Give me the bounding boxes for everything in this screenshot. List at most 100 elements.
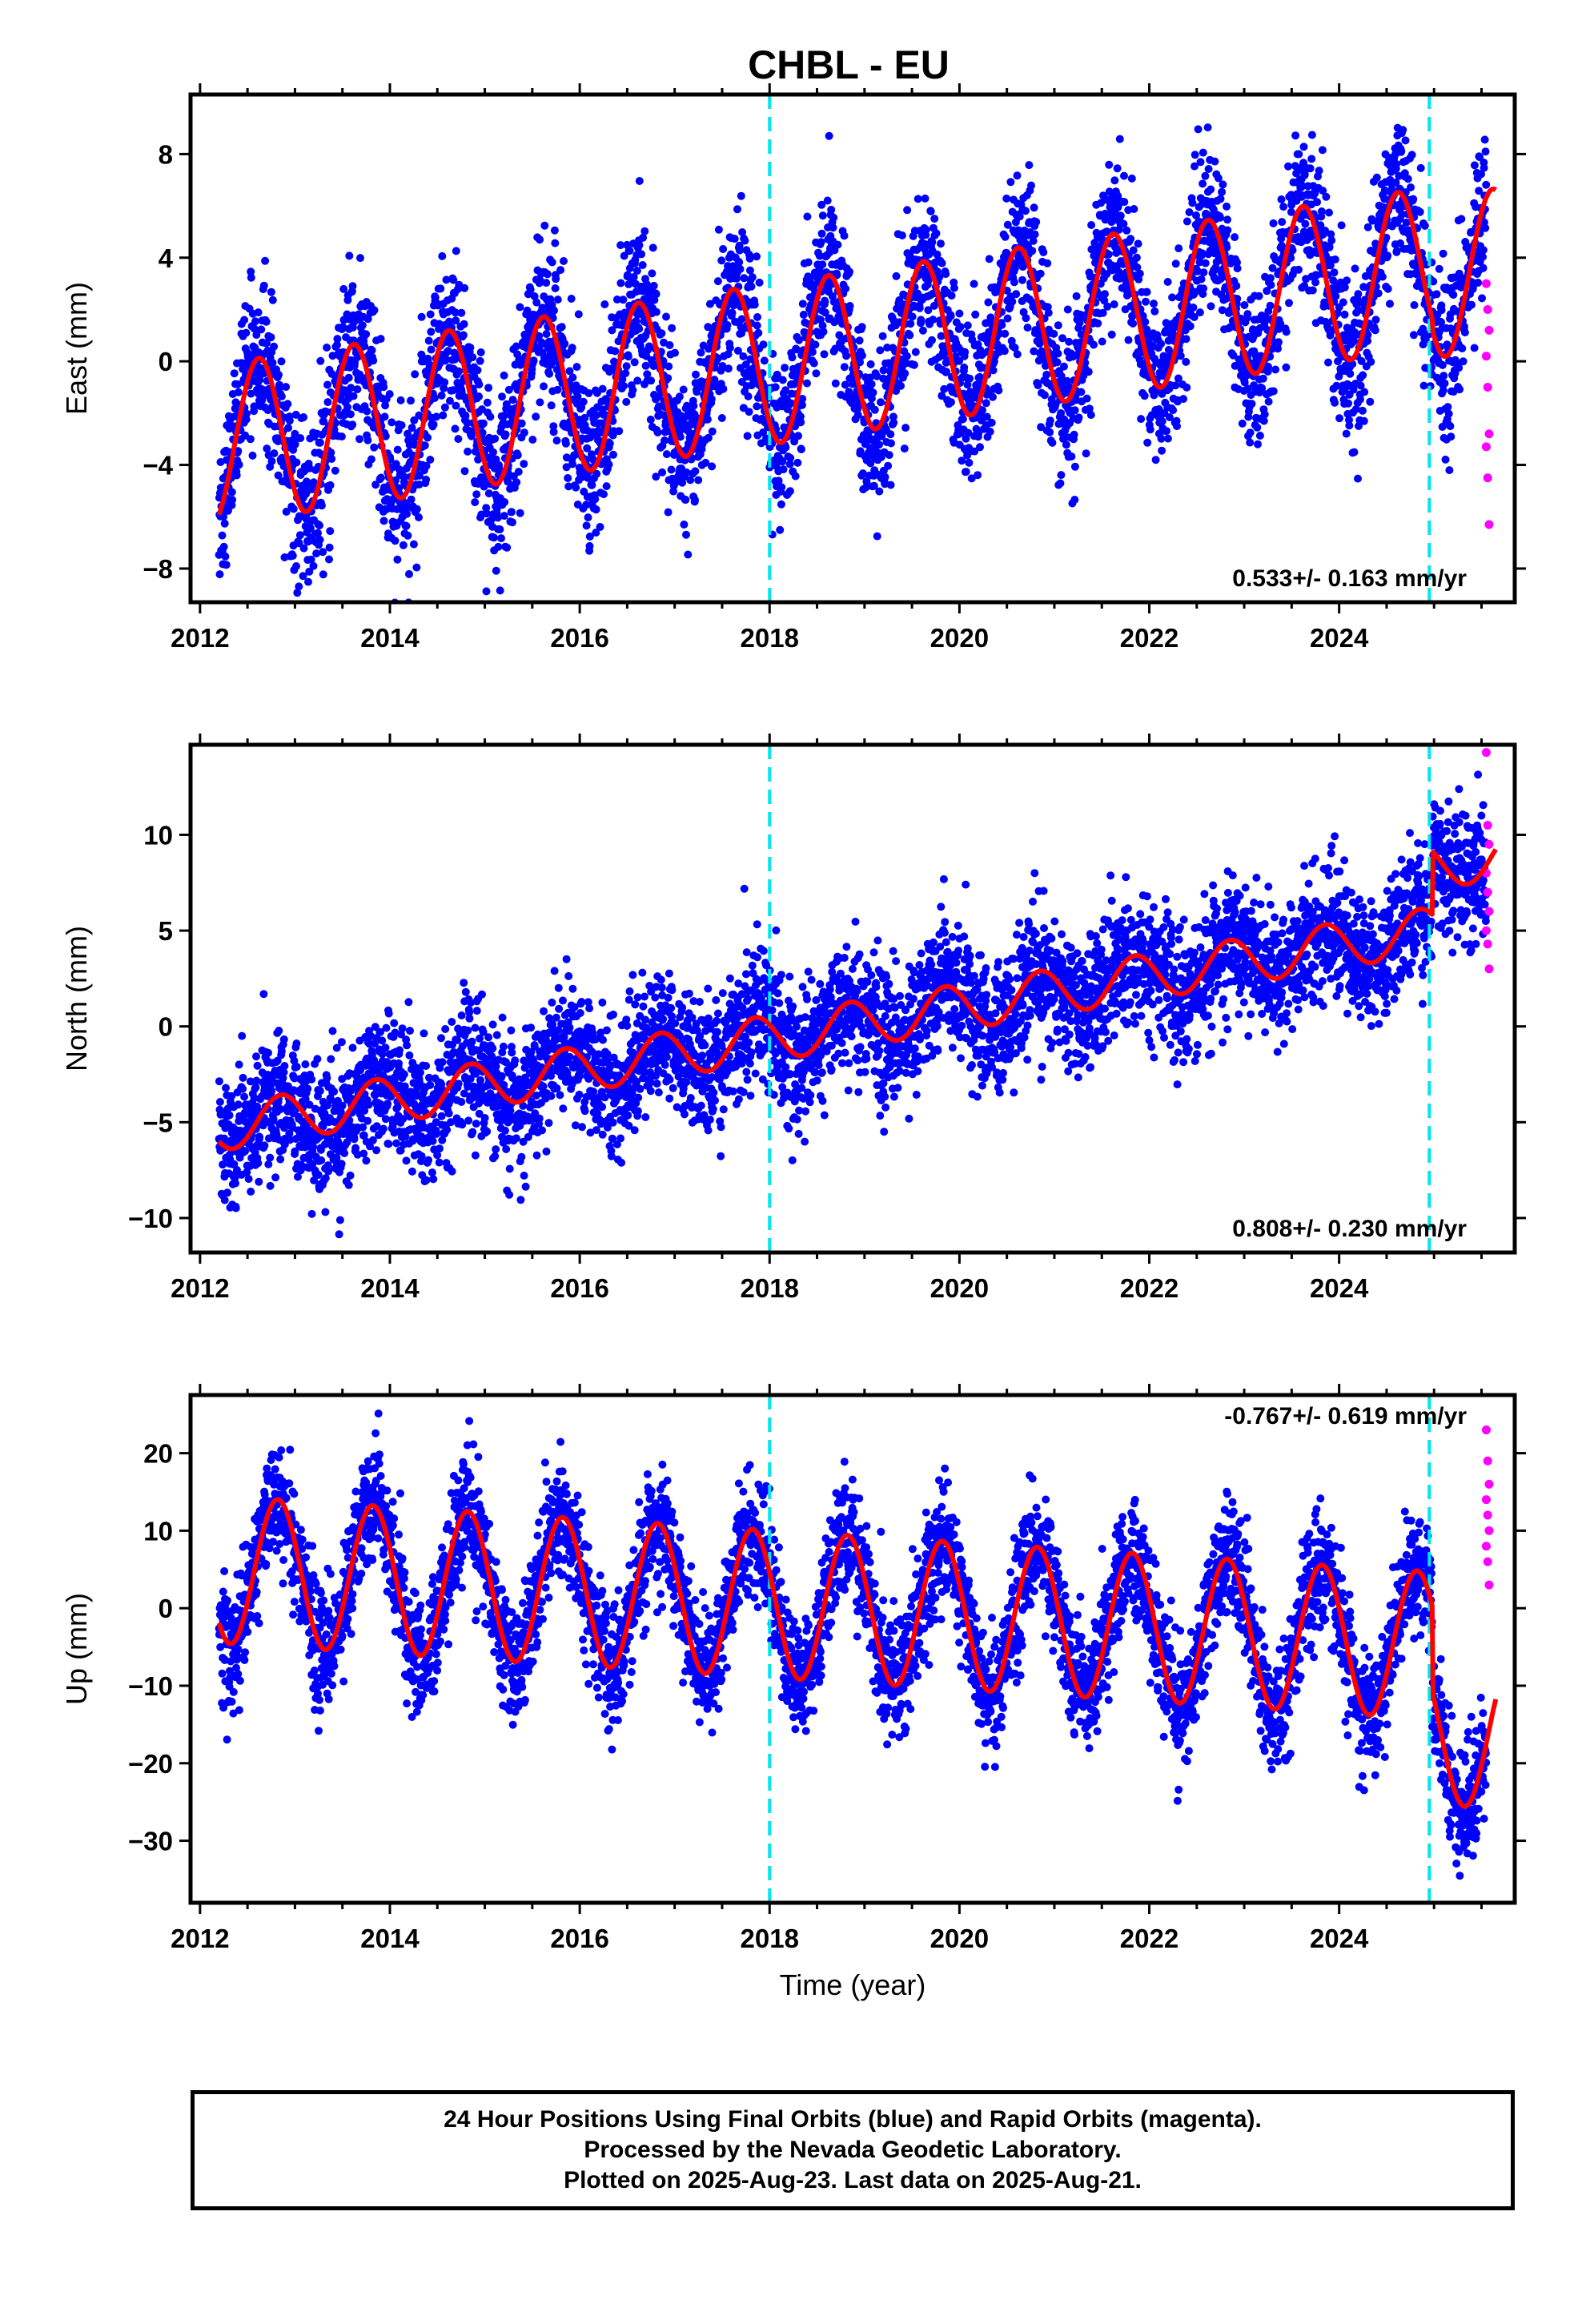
final-point bbox=[337, 432, 346, 441]
final-point bbox=[926, 207, 935, 215]
final-point bbox=[1392, 247, 1401, 255]
final-point bbox=[275, 371, 283, 379]
final-point bbox=[1386, 300, 1394, 308]
final-point bbox=[615, 427, 624, 436]
final-point bbox=[811, 340, 820, 349]
final-point bbox=[500, 498, 509, 506]
final-point bbox=[1057, 471, 1066, 480]
final-point bbox=[1301, 219, 1310, 228]
final-point bbox=[918, 326, 927, 335]
final-point bbox=[1343, 276, 1351, 285]
final-point bbox=[671, 348, 679, 357]
final-point bbox=[592, 388, 601, 397]
final-point bbox=[1266, 301, 1275, 310]
final-point bbox=[817, 229, 826, 238]
final-point bbox=[1150, 307, 1159, 316]
final-point bbox=[520, 460, 528, 468]
final-point bbox=[900, 444, 909, 453]
final-point bbox=[460, 283, 469, 292]
final-point bbox=[1346, 369, 1355, 378]
final-point bbox=[1171, 381, 1180, 390]
final-point bbox=[877, 398, 885, 407]
final-point bbox=[697, 348, 705, 357]
final-point bbox=[1060, 362, 1068, 371]
final-point bbox=[884, 461, 893, 470]
final-point bbox=[1182, 383, 1191, 392]
final-point bbox=[564, 474, 572, 482]
final-point bbox=[707, 395, 716, 404]
final-point bbox=[1199, 148, 1207, 157]
final-point bbox=[1215, 213, 1224, 222]
final-point bbox=[1325, 208, 1333, 217]
final-point bbox=[1443, 403, 1452, 412]
final-point bbox=[464, 447, 472, 456]
final-point bbox=[1260, 410, 1269, 419]
final-point bbox=[1403, 175, 1412, 183]
final-point bbox=[1173, 422, 1181, 431]
final-point bbox=[876, 346, 885, 355]
final-point bbox=[621, 369, 630, 378]
final-point bbox=[1126, 235, 1135, 243]
final-point bbox=[1158, 417, 1166, 426]
final-point bbox=[277, 392, 286, 400]
final-point bbox=[1360, 388, 1369, 396]
final-point bbox=[516, 303, 524, 312]
final-point bbox=[1048, 438, 1057, 447]
final-point bbox=[242, 328, 251, 337]
final-point bbox=[540, 221, 549, 230]
final-point bbox=[592, 505, 600, 514]
final-point bbox=[1219, 180, 1227, 189]
final-point bbox=[1113, 164, 1122, 173]
final-point bbox=[379, 383, 388, 392]
final-point bbox=[1474, 279, 1483, 287]
final-point bbox=[222, 561, 231, 569]
final-point bbox=[584, 389, 593, 397]
final-point bbox=[855, 336, 864, 345]
x-tick-label: 2022 bbox=[1120, 623, 1178, 653]
final-point bbox=[1383, 284, 1392, 293]
final-point bbox=[1470, 344, 1479, 352]
final-point bbox=[476, 348, 485, 356]
final-point bbox=[901, 369, 909, 378]
final-point bbox=[1046, 416, 1054, 425]
final-point bbox=[584, 473, 592, 482]
final-point bbox=[460, 467, 469, 476]
final-point bbox=[252, 1052, 260, 1061]
final-point bbox=[1306, 46, 1314, 54]
final-point bbox=[1008, 297, 1017, 306]
final-point bbox=[1231, 233, 1239, 242]
final-point bbox=[1478, 294, 1486, 303]
final-point bbox=[1317, 207, 1326, 215]
final-point bbox=[1065, 337, 1074, 346]
final-point bbox=[247, 273, 255, 282]
final-point bbox=[496, 586, 504, 595]
final-point bbox=[652, 308, 661, 316]
final-point bbox=[1331, 398, 1339, 407]
rapid-point bbox=[1484, 325, 1494, 335]
final-point bbox=[1340, 283, 1349, 292]
final-point bbox=[326, 480, 335, 489]
final-point bbox=[639, 287, 648, 296]
final-point bbox=[1325, 243, 1334, 251]
final-point bbox=[1157, 340, 1166, 348]
final-point bbox=[494, 542, 503, 551]
final-point bbox=[1194, 125, 1203, 134]
final-point bbox=[982, 399, 990, 408]
final-point bbox=[831, 379, 840, 388]
final-point bbox=[407, 396, 415, 405]
final-point bbox=[658, 468, 667, 476]
final-point bbox=[247, 267, 255, 276]
final-point bbox=[985, 255, 994, 263]
final-point bbox=[257, 325, 266, 334]
final-point bbox=[427, 345, 436, 354]
final-point bbox=[841, 284, 850, 293]
final-point bbox=[798, 300, 807, 308]
final-point bbox=[448, 386, 457, 395]
final-point bbox=[653, 428, 662, 436]
final-point bbox=[873, 532, 881, 541]
final-point bbox=[255, 1177, 263, 1186]
final-point bbox=[791, 472, 800, 480]
final-point bbox=[323, 380, 331, 389]
final-point bbox=[635, 241, 644, 250]
final-point bbox=[592, 411, 600, 420]
